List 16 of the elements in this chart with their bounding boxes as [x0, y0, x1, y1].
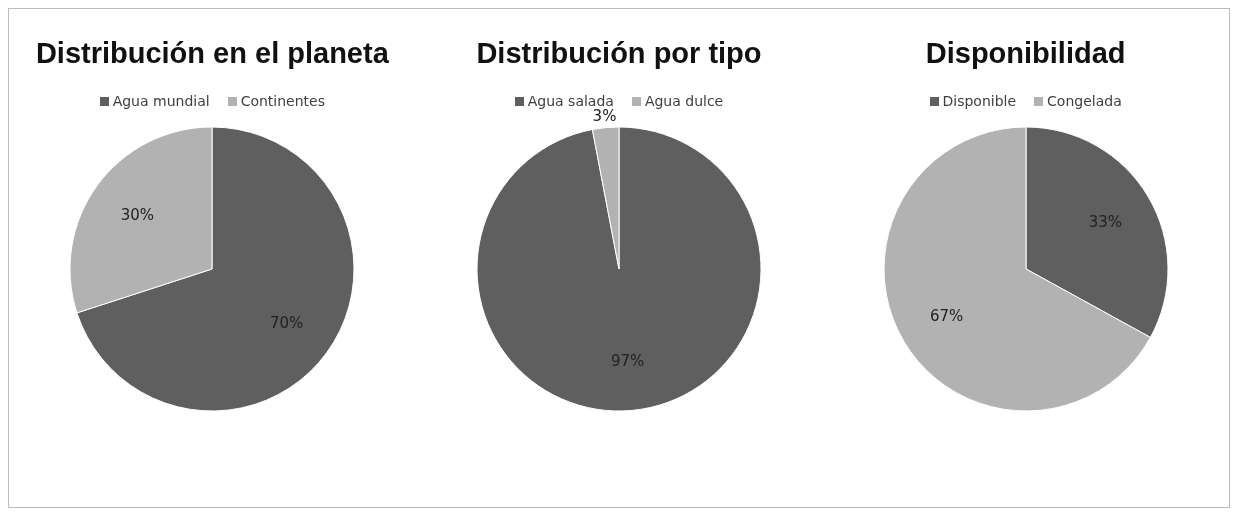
legend-label: Congelada	[1046, 93, 1122, 109]
pie-slice	[476, 126, 762, 412]
chart-title: Distribución en el planeta	[34, 37, 390, 71]
legend-label: Continentes	[239, 93, 325, 109]
data-label: 67%	[929, 306, 963, 325]
legend-label: Agua dulce	[643, 93, 724, 109]
data-label: 70%	[270, 314, 304, 333]
data-label: 30%	[120, 205, 155, 224]
legend-label: Agua salada	[526, 93, 614, 109]
data-label: 3%	[592, 106, 617, 125]
chart-title: Disponibilidad	[924, 37, 1127, 71]
data-label: 97%	[611, 351, 645, 370]
legend-label: Agua mundial	[111, 93, 210, 109]
chart-title: Distribución por tipo	[475, 37, 763, 71]
legend-label: Disponible	[941, 93, 1017, 109]
data-label: 33%	[1088, 213, 1122, 232]
